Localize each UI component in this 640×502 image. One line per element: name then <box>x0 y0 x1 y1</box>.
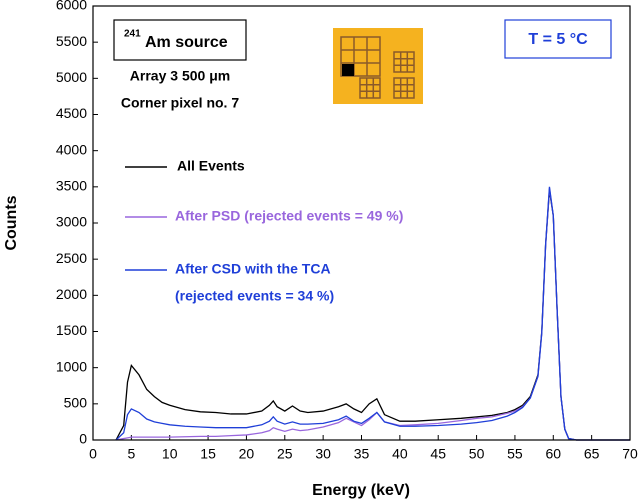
legend-label: After PSD (rejected events = 49 %) <box>175 208 403 224</box>
y-tick-label: 2000 <box>56 286 87 302</box>
y-tick-label: 5500 <box>56 33 87 49</box>
x-tick-label: 60 <box>545 446 561 462</box>
y-tick-label: 3000 <box>56 214 87 230</box>
x-tick-label: 50 <box>469 446 485 462</box>
y-tick-label: 4000 <box>56 141 87 157</box>
temperature-box <box>504 19 612 59</box>
isotope-mass: 241 <box>124 29 141 40</box>
y-tick-label: 3500 <box>56 178 87 194</box>
pixel-label: Corner pixel no. 7 <box>121 95 239 111</box>
source-label: Am source <box>145 34 228 51</box>
x-tick-label: 70 <box>622 446 638 462</box>
legend-label-extra: (rejected events = 34 %) <box>175 288 334 304</box>
x-tick-label: 65 <box>584 446 600 462</box>
y-tick-label: 1000 <box>56 358 87 374</box>
x-tick-label: 55 <box>507 446 523 462</box>
legend-label: After CSD with the TCA <box>175 261 331 277</box>
y-tick-label: 500 <box>64 395 88 411</box>
x-tick-label: 5 <box>127 446 135 462</box>
x-tick-label: 35 <box>354 446 370 462</box>
legend-label: All Events <box>177 158 245 174</box>
x-tick-label: 45 <box>430 446 446 462</box>
series-line <box>115 186 630 441</box>
x-tick-label: 20 <box>239 446 255 462</box>
x-tick-label: 0 <box>89 446 97 462</box>
y-tick-label: 0 <box>79 431 87 447</box>
x-tick-label: 40 <box>392 446 408 462</box>
y-axis-label: Counts <box>3 195 20 250</box>
x-tick-label: 25 <box>277 446 293 462</box>
x-tick-label: 15 <box>200 446 216 462</box>
y-tick-label: 2500 <box>56 250 87 266</box>
x-tick-label: 30 <box>315 446 331 462</box>
series-line <box>115 190 630 441</box>
x-tick-label: 10 <box>162 446 178 462</box>
temperature-label: T = 5 °C <box>528 31 588 48</box>
series-line <box>115 188 630 441</box>
source-box <box>113 19 247 61</box>
plot-frame <box>92 5 631 441</box>
x-axis-label: Energy (keV) <box>312 482 410 499</box>
y-tick-label: 6000 <box>56 0 87 13</box>
y-tick-label: 1500 <box>56 322 87 338</box>
inset-icon <box>333 28 423 104</box>
y-tick-label: 4500 <box>56 105 87 121</box>
y-tick-label: 5000 <box>56 69 87 85</box>
array-label: Array 3 500 μm <box>130 68 230 84</box>
